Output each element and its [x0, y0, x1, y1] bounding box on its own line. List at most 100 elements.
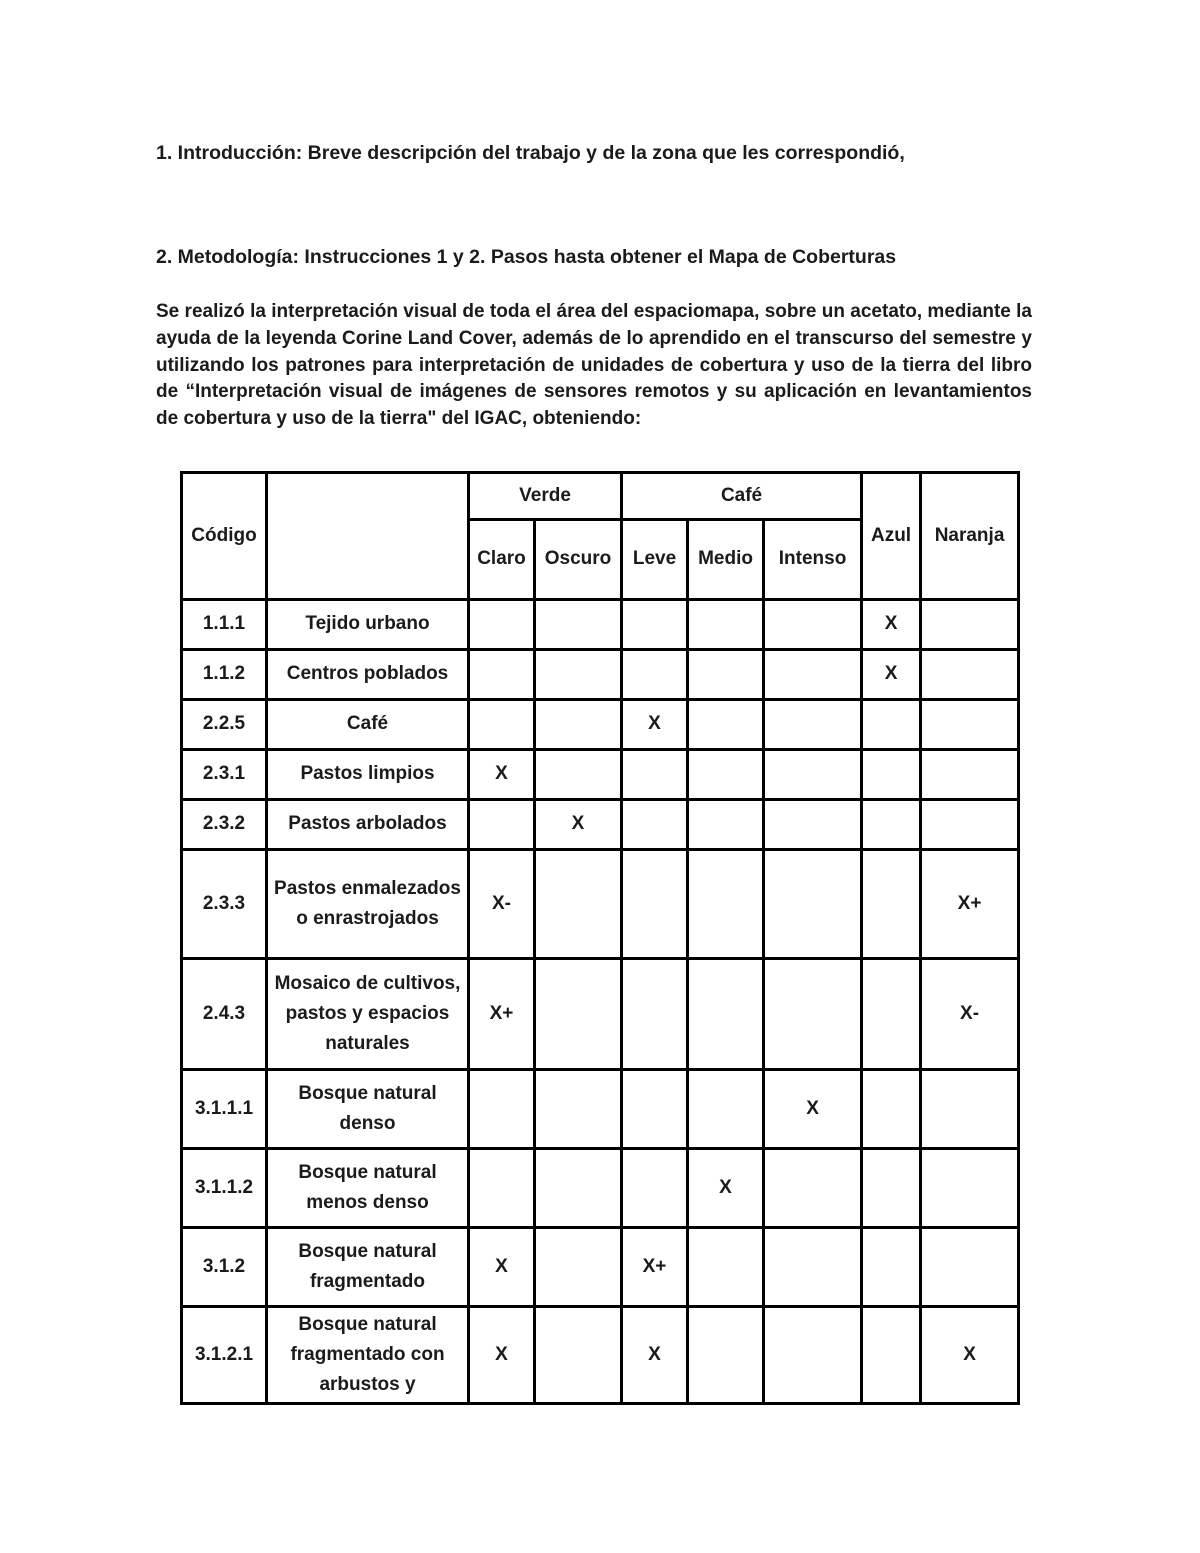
- cell-medio: [686, 1067, 766, 1150]
- cell-codigo: 2.2.5: [180, 697, 268, 751]
- cell-intenso: [762, 647, 864, 701]
- cell-naranja: X: [919, 1304, 1021, 1405]
- cell-oscuro: [532, 956, 624, 1071]
- col-header-naranja: Naranja: [919, 470, 1021, 601]
- table-row: 1.1.1 Tejido urbano X: [180, 597, 1021, 651]
- cell-medio: [686, 597, 766, 651]
- cell-claro: [467, 697, 536, 751]
- cell-medio: X: [686, 1146, 766, 1229]
- col-header-azul: Azul: [860, 470, 923, 601]
- cell-codigo: 3.1.2: [180, 1225, 268, 1308]
- cell-codigo: 1.1.2: [180, 647, 268, 701]
- cell-oscuro: [532, 747, 624, 801]
- cell-oscuro: [532, 597, 624, 651]
- col-header-cafe: Café: [620, 470, 864, 521]
- cell-nombre: Pastos enmalezados o enrastrojados: [265, 847, 470, 960]
- cell-leve: [620, 747, 690, 801]
- col-header-intenso: Intenso: [762, 517, 864, 601]
- cell-intenso: [762, 797, 864, 851]
- cell-intenso: [762, 1304, 864, 1405]
- cell-azul: [860, 956, 923, 1071]
- table-row: 2.3.1 Pastos limpios X: [180, 747, 1021, 801]
- cell-oscuro: [532, 847, 624, 960]
- col-header-oscuro: Oscuro: [532, 517, 624, 601]
- table-row: 2.2.5 Café X: [180, 697, 1021, 751]
- cell-oscuro: X: [532, 797, 624, 851]
- cell-claro: X: [467, 1225, 536, 1308]
- cell-azul: [860, 847, 923, 960]
- cell-leve: [620, 797, 690, 851]
- table-row: 3.1.1.1 Bosque natural denso X: [180, 1067, 1021, 1150]
- cell-naranja: [919, 697, 1021, 751]
- cell-intenso: [762, 697, 864, 751]
- table-row: 3.1.2 Bosque natural fragmentado X X+: [180, 1225, 1021, 1308]
- cell-intenso: [762, 747, 864, 801]
- table-row: 2.3.2 Pastos arbolados X: [180, 797, 1021, 851]
- cell-medio: [686, 697, 766, 751]
- cell-claro: X-: [467, 847, 536, 960]
- cell-naranja: X+: [919, 847, 1021, 960]
- cell-medio: [686, 847, 766, 960]
- cell-medio: [686, 647, 766, 701]
- col-header-codigo: Código: [180, 470, 268, 601]
- cell-claro: X: [467, 747, 536, 801]
- heading-introduccion: 1. Introducción: Breve descripción del t…: [156, 142, 905, 164]
- cell-azul: [860, 797, 923, 851]
- cell-codigo: 2.3.2: [180, 797, 268, 851]
- cell-oscuro: [532, 1225, 624, 1308]
- table-row: 2.3.3 Pastos enmalezados o enrastrojados…: [180, 847, 1021, 960]
- coverage-color-table: Código Verde Café Azul Naranja Claro Osc…: [180, 470, 1021, 1405]
- cell-leve: [620, 647, 690, 701]
- cell-azul: [860, 747, 923, 801]
- cell-leve: X: [620, 697, 690, 751]
- table-row: 3.1.2.1 Bosque natural fragmentado con a…: [180, 1304, 1021, 1405]
- cell-azul: [860, 1146, 923, 1229]
- cell-naranja: [919, 597, 1021, 651]
- table-header-row-2: Claro Oscuro Leve Medio Intenso: [182, 517, 1019, 601]
- cell-medio: [686, 747, 766, 801]
- cell-oscuro: [532, 1067, 624, 1150]
- cell-intenso: [762, 597, 864, 651]
- cell-codigo: 2.4.3: [180, 956, 268, 1071]
- cell-leve: X: [620, 1304, 690, 1405]
- cell-leve: [620, 597, 690, 651]
- cell-oscuro: [532, 1304, 624, 1405]
- cell-oscuro: [532, 1146, 624, 1229]
- cell-leve: [620, 847, 690, 960]
- cell-leve: [620, 1067, 690, 1150]
- cell-nombre: Café: [265, 697, 470, 751]
- cell-azul: [860, 1067, 923, 1150]
- cell-claro: X: [467, 1304, 536, 1405]
- col-header-claro: Claro: [467, 517, 536, 601]
- cell-azul: [860, 1304, 923, 1405]
- cell-codigo: 2.3.3: [180, 847, 268, 960]
- cell-codigo: 2.3.1: [180, 747, 268, 801]
- cell-medio: [686, 956, 766, 1071]
- cell-codigo: 3.1.1.1: [180, 1067, 268, 1150]
- cell-nombre: Bosque natural menos denso: [265, 1146, 470, 1229]
- cell-intenso: [762, 956, 864, 1071]
- cell-intenso: X: [762, 1067, 864, 1150]
- cell-nombre: Bosque natural denso: [265, 1067, 470, 1150]
- cell-codigo: 1.1.1: [180, 597, 268, 651]
- cell-claro: [467, 797, 536, 851]
- cell-claro: [467, 1067, 536, 1150]
- cell-intenso: [762, 1146, 864, 1229]
- cell-codigo: 3.1.1.2: [180, 1146, 268, 1229]
- table-row: 1.1.2 Centros poblados X: [180, 647, 1021, 701]
- cell-claro: [467, 1146, 536, 1229]
- cell-naranja: [919, 1146, 1021, 1229]
- cell-naranja: X-: [919, 956, 1021, 1071]
- cell-azul: X: [860, 597, 923, 651]
- cell-azul: X: [860, 647, 923, 701]
- col-header-leve: Leve: [620, 517, 690, 601]
- methodology-paragraph: Se realizó la interpretación visual de t…: [156, 301, 1032, 430]
- cell-nombre: Bosque natural fragmentado con arbustos …: [265, 1304, 470, 1405]
- cell-leve: [620, 1146, 690, 1229]
- col-header-verde: Verde: [466, 470, 624, 521]
- cell-naranja: [919, 1225, 1021, 1308]
- cell-claro: [467, 597, 536, 651]
- cell-naranja: [919, 797, 1021, 851]
- cell-nombre: Mosaico de cultivos, pastos y espacios n…: [265, 956, 470, 1071]
